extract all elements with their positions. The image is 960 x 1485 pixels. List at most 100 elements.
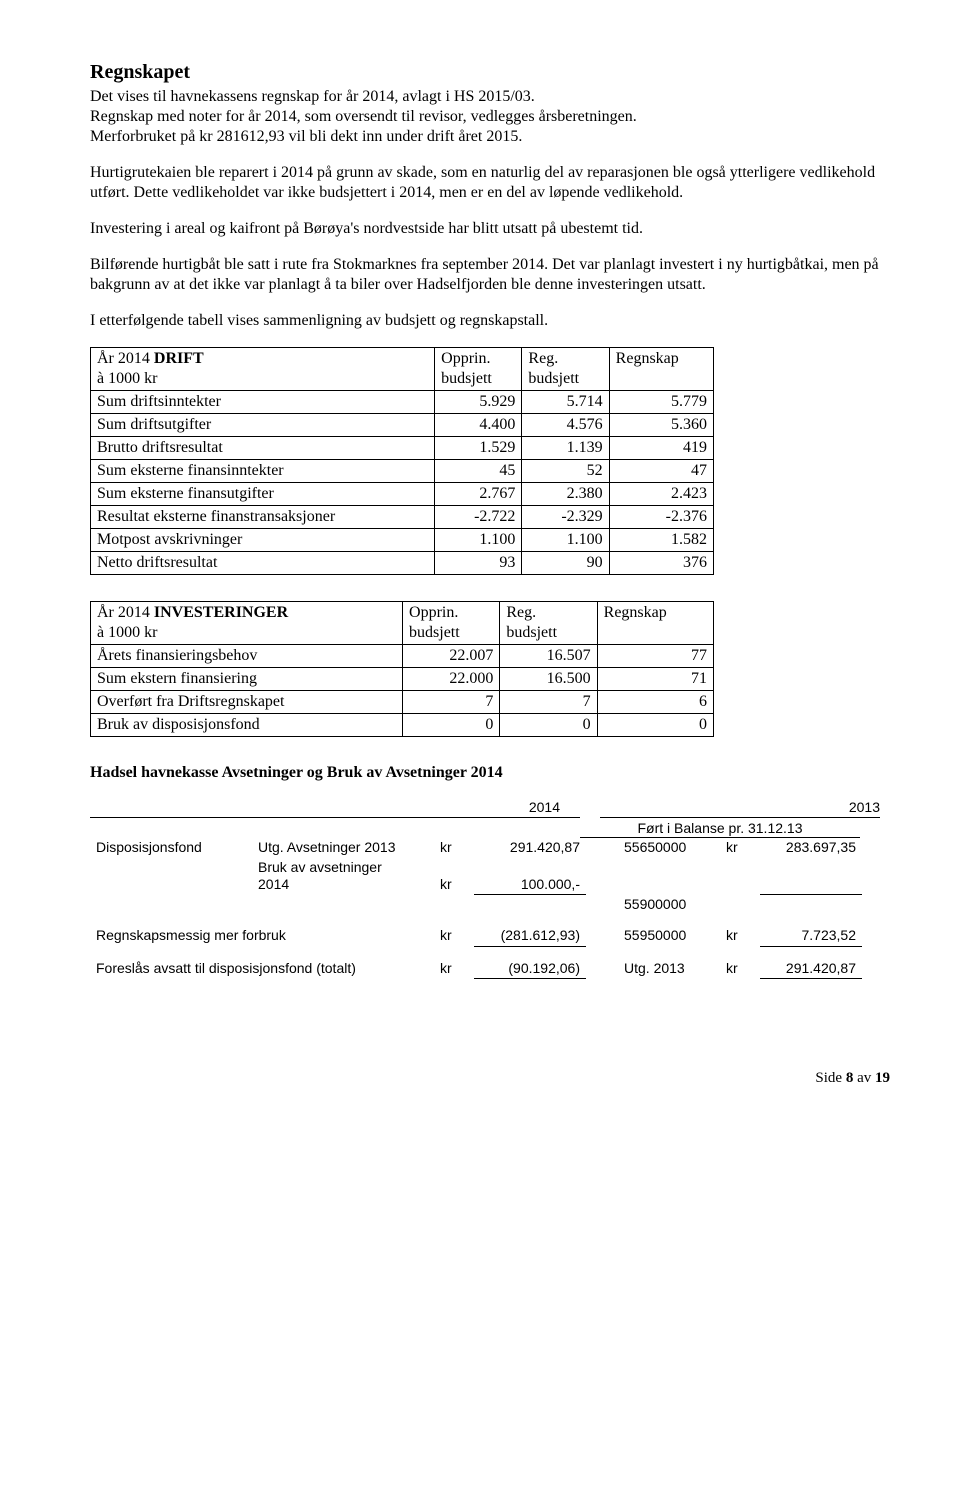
cell: kr [720,838,760,858]
col-header-line: Reg. [528,350,558,367]
paragraph: Det vises til havnekassens regnskap for … [90,87,890,147]
cell: kr [434,858,474,895]
year-label-left: 2014 [90,799,580,818]
col-header: Regnskap [597,602,713,645]
page-footer: Side 8 av 19 [90,1069,890,1088]
drift-header-bold: DRIFT [154,350,204,367]
text-line: Merforbruket på kr 281612,93 vil bli dek… [90,128,522,145]
row-value: 16.500 [500,668,597,691]
row-value: 4.400 [435,414,522,437]
row-value: 93 [435,552,522,575]
footer-pre: Side [815,1070,845,1086]
row-label: Overført fra Driftsregnskapet [91,691,403,714]
cell: 55900000 [618,895,720,915]
cell: 100.000,- [474,858,586,895]
cell: (281.612,93) [474,926,586,946]
cell: 55650000 [618,838,720,858]
page-title: Regnskapet [90,60,890,85]
col-header-line: budsjett [409,624,460,641]
paragraph: Bilførende hurtigbåt ble satt i rute fra… [90,255,890,295]
row-label: Sum eksterne finansutgifter [91,483,435,506]
row-value: 1.100 [435,529,522,552]
row-value: 0 [403,714,500,737]
row-value: 5.779 [609,391,713,414]
row-value: 1.100 [522,529,609,552]
row-value: 2.423 [609,483,713,506]
invest-header-sub: à 1000 kr [97,624,157,641]
col-header-line: Opprin. [441,350,490,367]
row-value: 1.139 [522,437,609,460]
col-header: Opprin. budsjett [435,348,522,391]
drift-header-pre: År 2014 [97,350,154,367]
row-label: Resultat eksterne finanstransaksjoner [91,506,435,529]
cell: Bruk av avsetninger 2014 [252,858,434,895]
cell: (90.192,06) [474,959,586,979]
row-value: 22.007 [403,645,500,668]
row-label: Netto driftsresultat [91,552,435,575]
col-header: Regnskap [609,348,713,391]
row-value: 5.929 [435,391,522,414]
row-value: 0 [500,714,597,737]
row-value: -2.376 [609,506,713,529]
cell: 7.723,52 [760,926,862,946]
row-value: 16.507 [500,645,597,668]
col-header-line: budsjett [506,624,557,641]
col-header-line: Opprin. [409,604,458,621]
row-value: 45 [435,460,522,483]
year-label-right: 2013 [600,799,880,818]
cell-line: 2014 [258,876,289,892]
row-value: 0 [597,714,713,737]
cell: Utg. Avsetninger 2013 [252,838,434,858]
row-value: 7 [403,691,500,714]
col-header: Reg. budsjett [522,348,609,391]
invest-header-pre: År 2014 [97,604,154,621]
paragraph: Investering i areal og kaifront på Børøy… [90,219,890,239]
cell: kr [720,926,760,946]
text-line: Regnskap med noter for år 2014, som over… [90,108,637,125]
col-header-line: budsjett [441,370,492,387]
footer-mid: av [853,1070,875,1086]
row-value: 2.380 [522,483,609,506]
text-line: Det vises til havnekassens regnskap for … [90,88,535,105]
cell: Utg. 2013 [618,959,720,979]
row-value: 47 [609,460,713,483]
avset-title: Hadsel havnekasse Avsetninger og Bruk av… [90,763,890,783]
row-label: Motpost avskrivninger [91,529,435,552]
col-header: Opprin. budsjett [403,602,500,645]
row-value: 1.529 [435,437,522,460]
invest-table: År 2014 INVESTERINGER à 1000 kr Opprin. … [90,601,714,737]
row-label: Sum driftsutgifter [91,414,435,437]
drift-table: År 2014 DRIFT à 1000 kr Opprin. budsjett… [90,347,714,575]
cell: kr [434,926,474,946]
paragraph: Hurtigrutekaien ble reparert i 2014 på g… [90,163,890,203]
cell: 291.420,87 [474,838,586,858]
row-value: 6 [597,691,713,714]
cell: kr [434,838,474,858]
row-value: 5.360 [609,414,713,437]
cell: Foreslås avsatt til disposisjonsfond (to… [90,959,434,979]
row-label: Bruk av disposisjonsfond [91,714,403,737]
avset-block: 2014 2013 Ført i Balanse pr. 31.12.13 Di… [90,799,890,979]
row-label: Sum eksterne finansinntekter [91,460,435,483]
row-value: 2.767 [435,483,522,506]
row-value: 4.576 [522,414,609,437]
cell: kr [720,959,760,979]
col-header: Reg. budsjett [500,602,597,645]
row-label: Sum ekstern finansiering [91,668,403,691]
invest-header-bold: INVESTERINGER [154,604,288,621]
row-value: 5.714 [522,391,609,414]
paragraph: I etterfølgende tabell vises sammenligni… [90,311,890,331]
cell: Disposisjonsfond [90,838,252,858]
cell-line: Bruk av avsetninger [258,859,382,875]
row-value: 71 [597,668,713,691]
invest-header: År 2014 INVESTERINGER à 1000 kr [91,602,403,645]
row-value: 90 [522,552,609,575]
col-header-line: budsjett [528,370,579,387]
row-value: -2.722 [435,506,522,529]
row-label: Sum driftsinntekter [91,391,435,414]
row-label: Brutto driftsresultat [91,437,435,460]
cell: Regnskapsmessig mer forbruk [90,926,434,946]
cell: kr [434,959,474,979]
row-value: 376 [609,552,713,575]
row-label: Årets finansieringsbehov [91,645,403,668]
